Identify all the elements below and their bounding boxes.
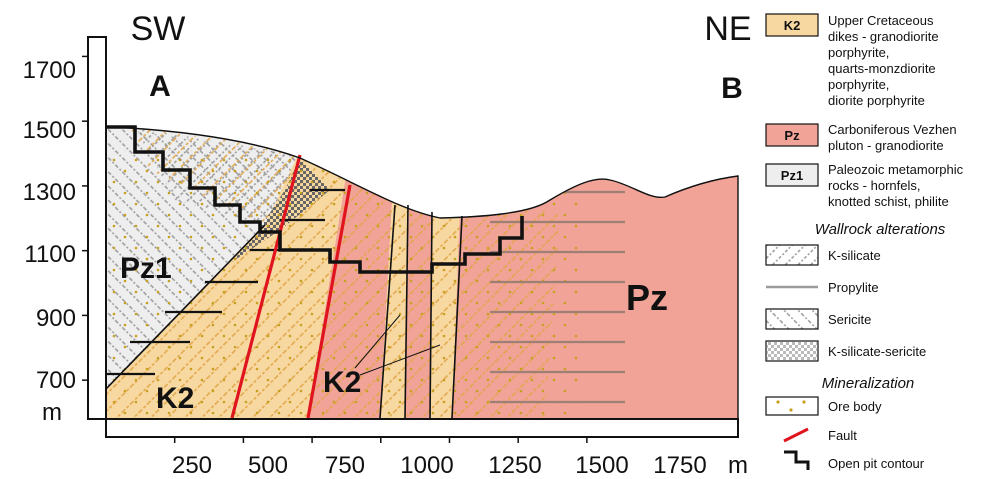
unit-label-k2-left: K2 <box>156 382 194 415</box>
y-tick-label-1300: 1300 <box>23 179 76 206</box>
x-axis-ticks <box>173 437 588 443</box>
ore-dot-2 <box>802 400 806 404</box>
legend: K2 Upper Cretaceous dikes - granodiorite… <box>765 13 964 471</box>
y-axis-ticks <box>82 55 88 381</box>
open-pit-contour <box>105 125 524 274</box>
k-silicate-pattern-icon <box>765 244 819 266</box>
legend-k2-line-1: Upper Cretaceous <box>828 13 934 28</box>
unit-label-pz1: Pz1 <box>120 252 172 285</box>
legend-k2-line-5: porphyrite, <box>828 77 889 92</box>
y-tick-label-1500: 1500 <box>23 117 76 144</box>
legend-k2-line-4: quarts-monzdiorite <box>828 61 936 76</box>
legend-pz1-line-2: rocks - hornfels, <box>828 178 920 193</box>
legend-pz-line-2: pluton - granodiorite <box>828 138 944 153</box>
legend-pz-line-1: Carboniferous Vezhen <box>828 122 957 137</box>
unit-label-k2-center: K2 <box>323 366 361 399</box>
x-tick-label-1250: 1250 <box>488 452 541 479</box>
legend-pz1-line-3: knotted schist, philite <box>828 194 949 209</box>
y-tick-label-700: 700 <box>36 367 76 394</box>
section-end-b: B <box>721 72 743 105</box>
legend-pz-swatch <box>765 123 819 147</box>
legend-propylite-label: Propylite <box>828 280 879 295</box>
unit-label-pz-right: Pz <box>626 277 668 318</box>
legend-k2-line-6: diorite porphyrite <box>828 93 925 108</box>
legend-pz1-swatch <box>765 163 819 187</box>
faults <box>230 154 352 419</box>
fault-line-icon <box>783 427 809 443</box>
legend-sericite-label: Sericite <box>828 312 871 327</box>
y-tick-label-900: 900 <box>36 305 76 332</box>
legend-k2-code: K2 <box>784 18 801 33</box>
section-frame <box>87 36 739 438</box>
legend-k2-line-3: porphyrite, <box>828 45 889 60</box>
propylite-bars <box>490 190 625 404</box>
x-tick-label-750: 750 <box>325 452 365 479</box>
direction-ne: NE <box>704 10 751 48</box>
legend-ore-body-label: Ore body <box>828 399 882 414</box>
x-axis-unit: m <box>728 452 748 479</box>
ore-dot-3 <box>789 408 793 412</box>
k2-leader-lines <box>354 314 441 376</box>
legend-alterations-heading: Wallrock alterations <box>815 221 946 238</box>
k-silicate-sericite-pattern-fill <box>767 342 817 360</box>
topographic-surface <box>104 126 739 418</box>
y-tick-label-1700: 1700 <box>23 57 76 84</box>
y-axis-unit: m <box>42 399 62 426</box>
x-tick-label-500: 500 <box>248 452 288 479</box>
legend-k2-swatch <box>765 13 819 37</box>
dike-contacts <box>104 204 463 419</box>
legend-pz1-line-1: Paleozoic metamorphic <box>828 162 964 177</box>
x-tick-label-1000: 1000 <box>400 452 453 479</box>
x-tick-label-1500: 1500 <box>575 452 628 479</box>
legend-fault-label: Fault <box>828 428 857 443</box>
legend-k-silicate-sericite-label: K-silicate-sericite <box>828 344 926 359</box>
legend-k-silicate-label: K-silicate <box>828 248 881 263</box>
legend-pz1-code: Pz1 <box>781 168 803 183</box>
open-pit-contour-icon <box>784 450 810 470</box>
legend-open-pit-label: Open pit contour <box>828 456 925 471</box>
legend-k2-line-2: dikes - granodiorite <box>828 29 939 44</box>
ore-body-pattern-icon <box>765 396 819 416</box>
x-tick-label-1750: 1750 <box>653 452 706 479</box>
legend-pz-code: Pz <box>784 128 800 143</box>
legend-mineralization-heading: Mineralization <box>822 375 915 392</box>
x-tick-label-250: 250 <box>172 452 212 479</box>
y-tick-label-1100: 1100 <box>24 241 76 268</box>
direction-sw: SW <box>131 10 186 48</box>
section-end-a: A <box>149 70 171 103</box>
sericite-pattern-icon <box>765 308 819 330</box>
ore-dot-1 <box>776 400 780 404</box>
